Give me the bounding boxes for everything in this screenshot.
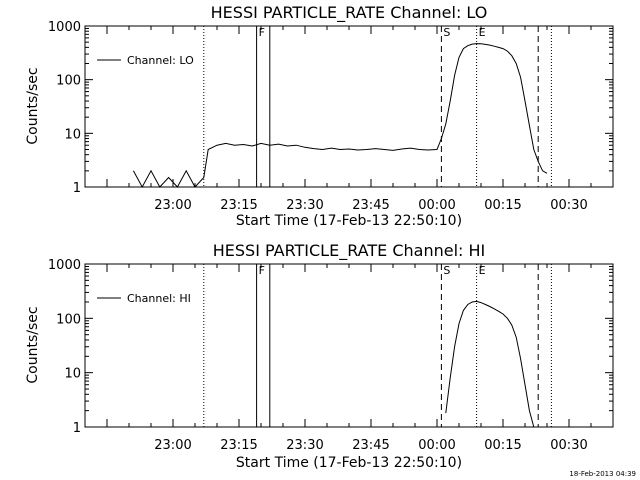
- x-tick-label: 23:30: [286, 198, 323, 213]
- plot-frame: [84, 25, 614, 188]
- x-tick-label: 00:30: [550, 438, 587, 453]
- series-line: [445, 300, 535, 428]
- y-tick-label: 1: [73, 181, 81, 196]
- time-marker-label: E: [479, 26, 486, 39]
- chart-title: HESSI PARTICLE_RATE Channel: LO: [211, 3, 488, 23]
- x-tick-label: 23:45: [352, 198, 389, 213]
- y-tick-label: 10: [64, 367, 81, 382]
- chart-panel-hi: HESSI PARTICLE_RATE Channel: HI Counts/s…: [25, 241, 614, 471]
- x-axis-label: Start Time (17-Feb-13 22:50:10): [236, 213, 462, 229]
- x-tick-label: 00:00: [418, 198, 455, 213]
- x-tick-label: 23:30: [286, 438, 323, 453]
- y-tick-label: 100: [56, 74, 81, 89]
- x-tick-label: 00:00: [418, 438, 455, 453]
- x-tick-label: 23:15: [220, 438, 257, 453]
- x-tick-label: 00:15: [484, 438, 521, 453]
- time-marker-label: S: [443, 264, 450, 277]
- series-line: [132, 43, 548, 189]
- y-tick-label: 10: [64, 127, 81, 142]
- x-tick-label: 00:15: [484, 198, 521, 213]
- legend-label: Channel: LO: [127, 54, 194, 67]
- time-marker-label: E: [479, 264, 486, 277]
- x-tick-label: 00:30: [550, 198, 587, 213]
- x-tick-label: 23:00: [154, 438, 191, 453]
- time-marker-label: F: [259, 264, 265, 277]
- x-tick-label: 23:45: [352, 438, 389, 453]
- x-tick-label: 23:00: [154, 198, 191, 213]
- footer-timestamp: 18-Feb-2013 04:39: [569, 470, 636, 478]
- time-marker-label: F: [259, 26, 265, 39]
- chart-title: HESSI PARTICLE_RATE Channel: HI: [213, 241, 486, 261]
- legend-label: Channel: HI: [127, 292, 191, 305]
- time-marker-label: S: [443, 26, 450, 39]
- y-tick-label: 1000: [48, 20, 81, 35]
- x-axis-label: Start Time (17-Feb-13 22:50:10): [236, 455, 462, 471]
- y-tick-label: 1000: [48, 258, 81, 273]
- y-tick-label: 100: [56, 312, 81, 327]
- plot-frame: [84, 263, 614, 428]
- chart-panel-lo: HESSI PARTICLE_RATE Channel: LO Counts/s…: [25, 3, 614, 229]
- y-axis-label: Counts/sec: [25, 306, 41, 383]
- y-axis-label: Counts/sec: [25, 67, 41, 144]
- x-tick-label: 23:15: [220, 198, 257, 213]
- y-tick-label: 1: [73, 421, 81, 436]
